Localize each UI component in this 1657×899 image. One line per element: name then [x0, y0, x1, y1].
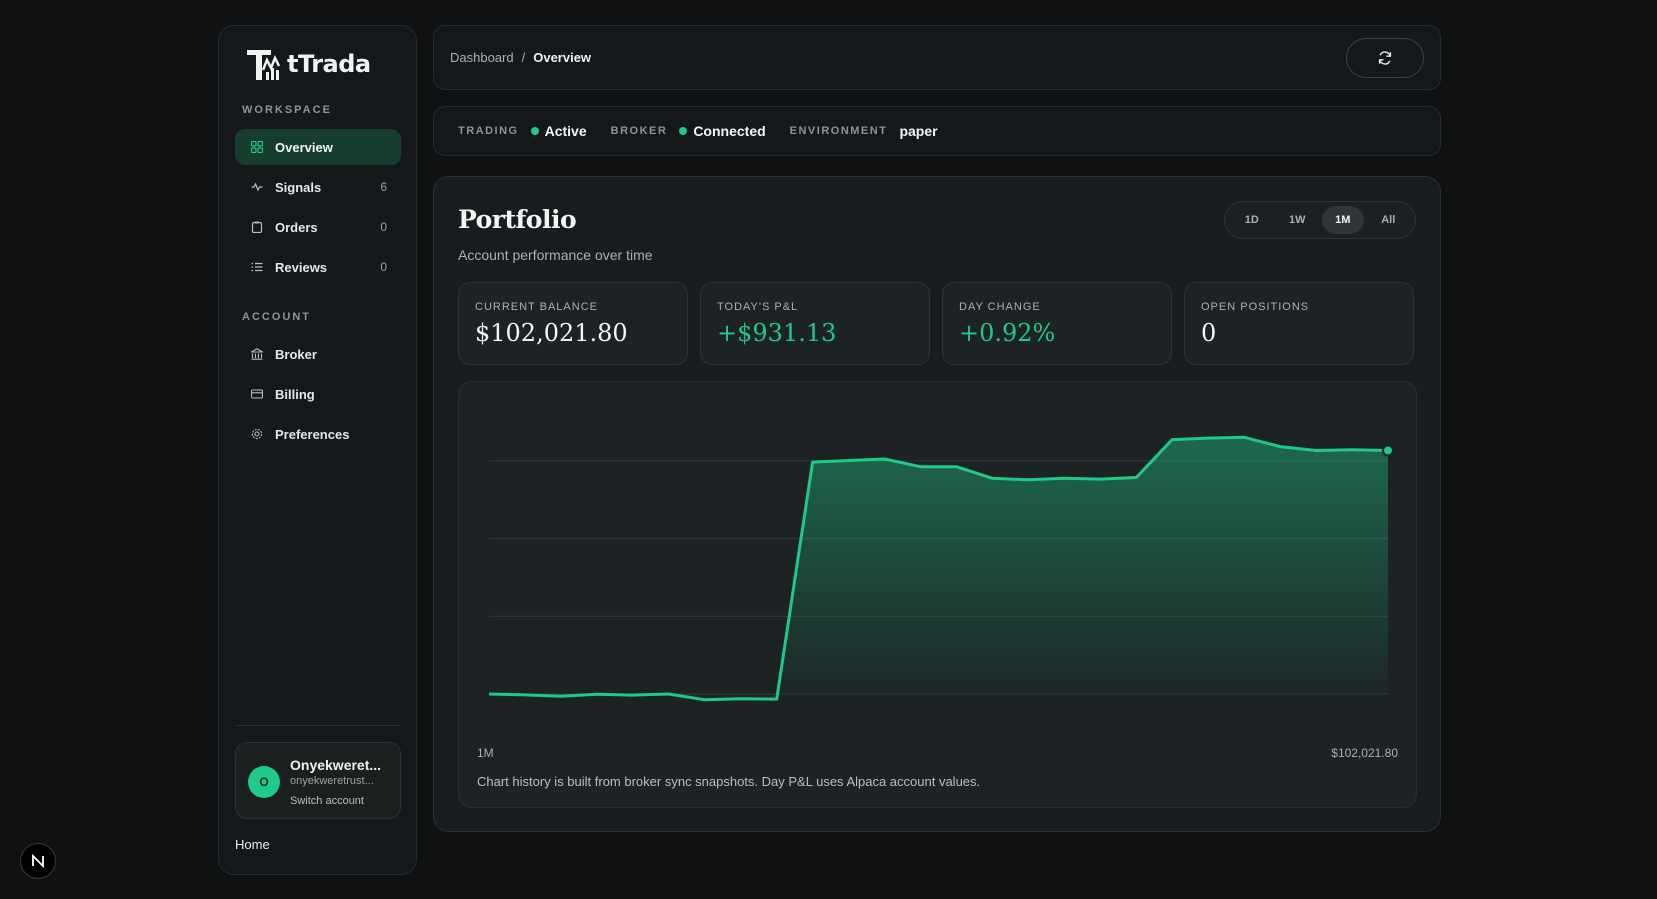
page-subtitle: Account performance over time	[458, 247, 653, 263]
app-name: tTrada	[287, 50, 371, 78]
metric-value: $102,021.80	[475, 319, 628, 347]
portfolio-panel: Portfolio Account performance over time …	[433, 176, 1441, 832]
portfolio-chart: 1M $102,021.80 Chart history is built fr…	[458, 381, 1417, 808]
sidebar-item-billing[interactable]: Billing	[235, 376, 401, 412]
list-icon	[251, 261, 263, 273]
sidebar-item-label: Overview	[275, 139, 333, 155]
next-devtools-badge[interactable]	[20, 843, 56, 879]
metric-day-change: DAY CHANGE +0.92%	[942, 282, 1172, 365]
gear-icon	[251, 428, 263, 440]
range-tab-all[interactable]: All	[1381, 214, 1396, 226]
metric-value: +0.92%	[959, 319, 1056, 347]
n-logo-icon	[32, 853, 44, 869]
topbar: Dashboard / Overview	[433, 25, 1441, 90]
sidebar-divider	[235, 725, 401, 726]
sidebar-item-broker[interactable]: Broker	[235, 336, 401, 372]
sidebar-item-label: Billing	[275, 386, 315, 402]
chart-range-label: 1M	[477, 746, 494, 760]
chart-line	[488, 435, 1389, 702]
account-name: Onyekweret...	[290, 757, 382, 773]
grid-icon	[251, 141, 263, 153]
switch-account-link[interactable]: Switch account	[290, 795, 364, 807]
metric-label: DAY CHANGE	[959, 301, 1041, 313]
range-selector: 1D 1W 1M All	[1224, 201, 1416, 239]
refresh-button[interactable]	[1346, 38, 1424, 78]
refresh-icon	[1378, 51, 1392, 65]
sidebar-item-preferences[interactable]: Preferences	[235, 416, 401, 452]
home-link[interactable]: Home	[235, 837, 270, 852]
metric-label: OPEN POSITIONS	[1201, 301, 1310, 313]
orders-count: 0	[380, 220, 387, 234]
clipboard-icon	[251, 221, 263, 233]
metric-current-balance: CURRENT BALANCE $102,021.80	[458, 282, 688, 365]
bank-icon	[251, 348, 263, 360]
environment-label: ENVIRONMENT	[789, 125, 888, 137]
pulse-icon	[251, 181, 263, 193]
chart-endpoint	[1382, 444, 1394, 457]
trading-label: TRADING	[458, 125, 519, 137]
status-bar: TRADING Active BROKER Connected ENVIRONM…	[433, 106, 1441, 156]
broker-status: Connected	[693, 123, 766, 139]
account-switcher[interactable]: O Onyekweret... onyekweretrust... Switch…	[235, 742, 401, 819]
card-icon	[251, 388, 263, 400]
chart-note: Chart history is built from broker sync …	[477, 774, 981, 789]
range-tab-1m[interactable]: 1M	[1321, 206, 1364, 234]
avatar: O	[248, 766, 280, 798]
chart-end-value: $102,021.80	[1331, 746, 1398, 760]
sidebar-item-label: Broker	[275, 346, 317, 362]
trading-status: Active	[544, 123, 587, 139]
reviews-count: 0	[380, 260, 387, 274]
range-tab-1d[interactable]: 1D	[1244, 214, 1259, 226]
sidebar-item-signals[interactable]: Signals 6	[235, 169, 401, 205]
app-logo[interactable]: tTrada	[245, 46, 371, 82]
metric-label: CURRENT BALANCE	[475, 301, 598, 313]
broker-status-dot	[679, 127, 688, 135]
breadcrumb-dashboard[interactable]: Dashboard	[450, 50, 514, 65]
signals-count: 6	[380, 180, 387, 194]
account-email: onyekweretrust...	[290, 775, 374, 787]
sidebar-item-label: Orders	[275, 219, 318, 235]
chart-area	[489, 437, 1388, 700]
metric-value: +$931.13	[717, 319, 837, 347]
breadcrumb: Dashboard / Overview	[450, 50, 591, 65]
page-title: Portfolio	[458, 205, 577, 234]
workspace-section-label: WORKSPACE	[242, 104, 332, 116]
sidebar-item-label: Reviews	[275, 259, 328, 275]
sidebar-item-label: Signals	[275, 179, 322, 195]
breadcrumb-current: Overview	[533, 50, 592, 65]
range-tab-1w[interactable]: 1W	[1289, 214, 1306, 226]
trading-status-dot	[530, 127, 539, 135]
portfolio-chart-svg	[488, 435, 1394, 702]
sidebar-item-reviews[interactable]: Reviews 0	[235, 249, 401, 285]
account-section-label: ACCOUNT	[242, 311, 311, 323]
metric-value: 0	[1201, 319, 1217, 347]
metric-open-positions: OPEN POSITIONS 0	[1184, 282, 1414, 365]
breadcrumb-separator: /	[521, 50, 526, 65]
sidebar-item-orders[interactable]: Orders 0	[235, 209, 401, 245]
sidebar-item-overview[interactable]: Overview	[235, 129, 401, 165]
environment-value: paper	[899, 123, 938, 139]
sidebar: tTrada WORKSPACE Overview Signals 6 Orde…	[218, 25, 417, 875]
sidebar-item-label: Preferences	[275, 426, 350, 442]
metric-label: TODAY'S P&L	[717, 301, 799, 313]
broker-label: BROKER	[610, 125, 668, 137]
logo-mark-icon	[247, 50, 281, 80]
metric-todays-pnl: TODAY'S P&L +$931.13	[700, 282, 930, 365]
